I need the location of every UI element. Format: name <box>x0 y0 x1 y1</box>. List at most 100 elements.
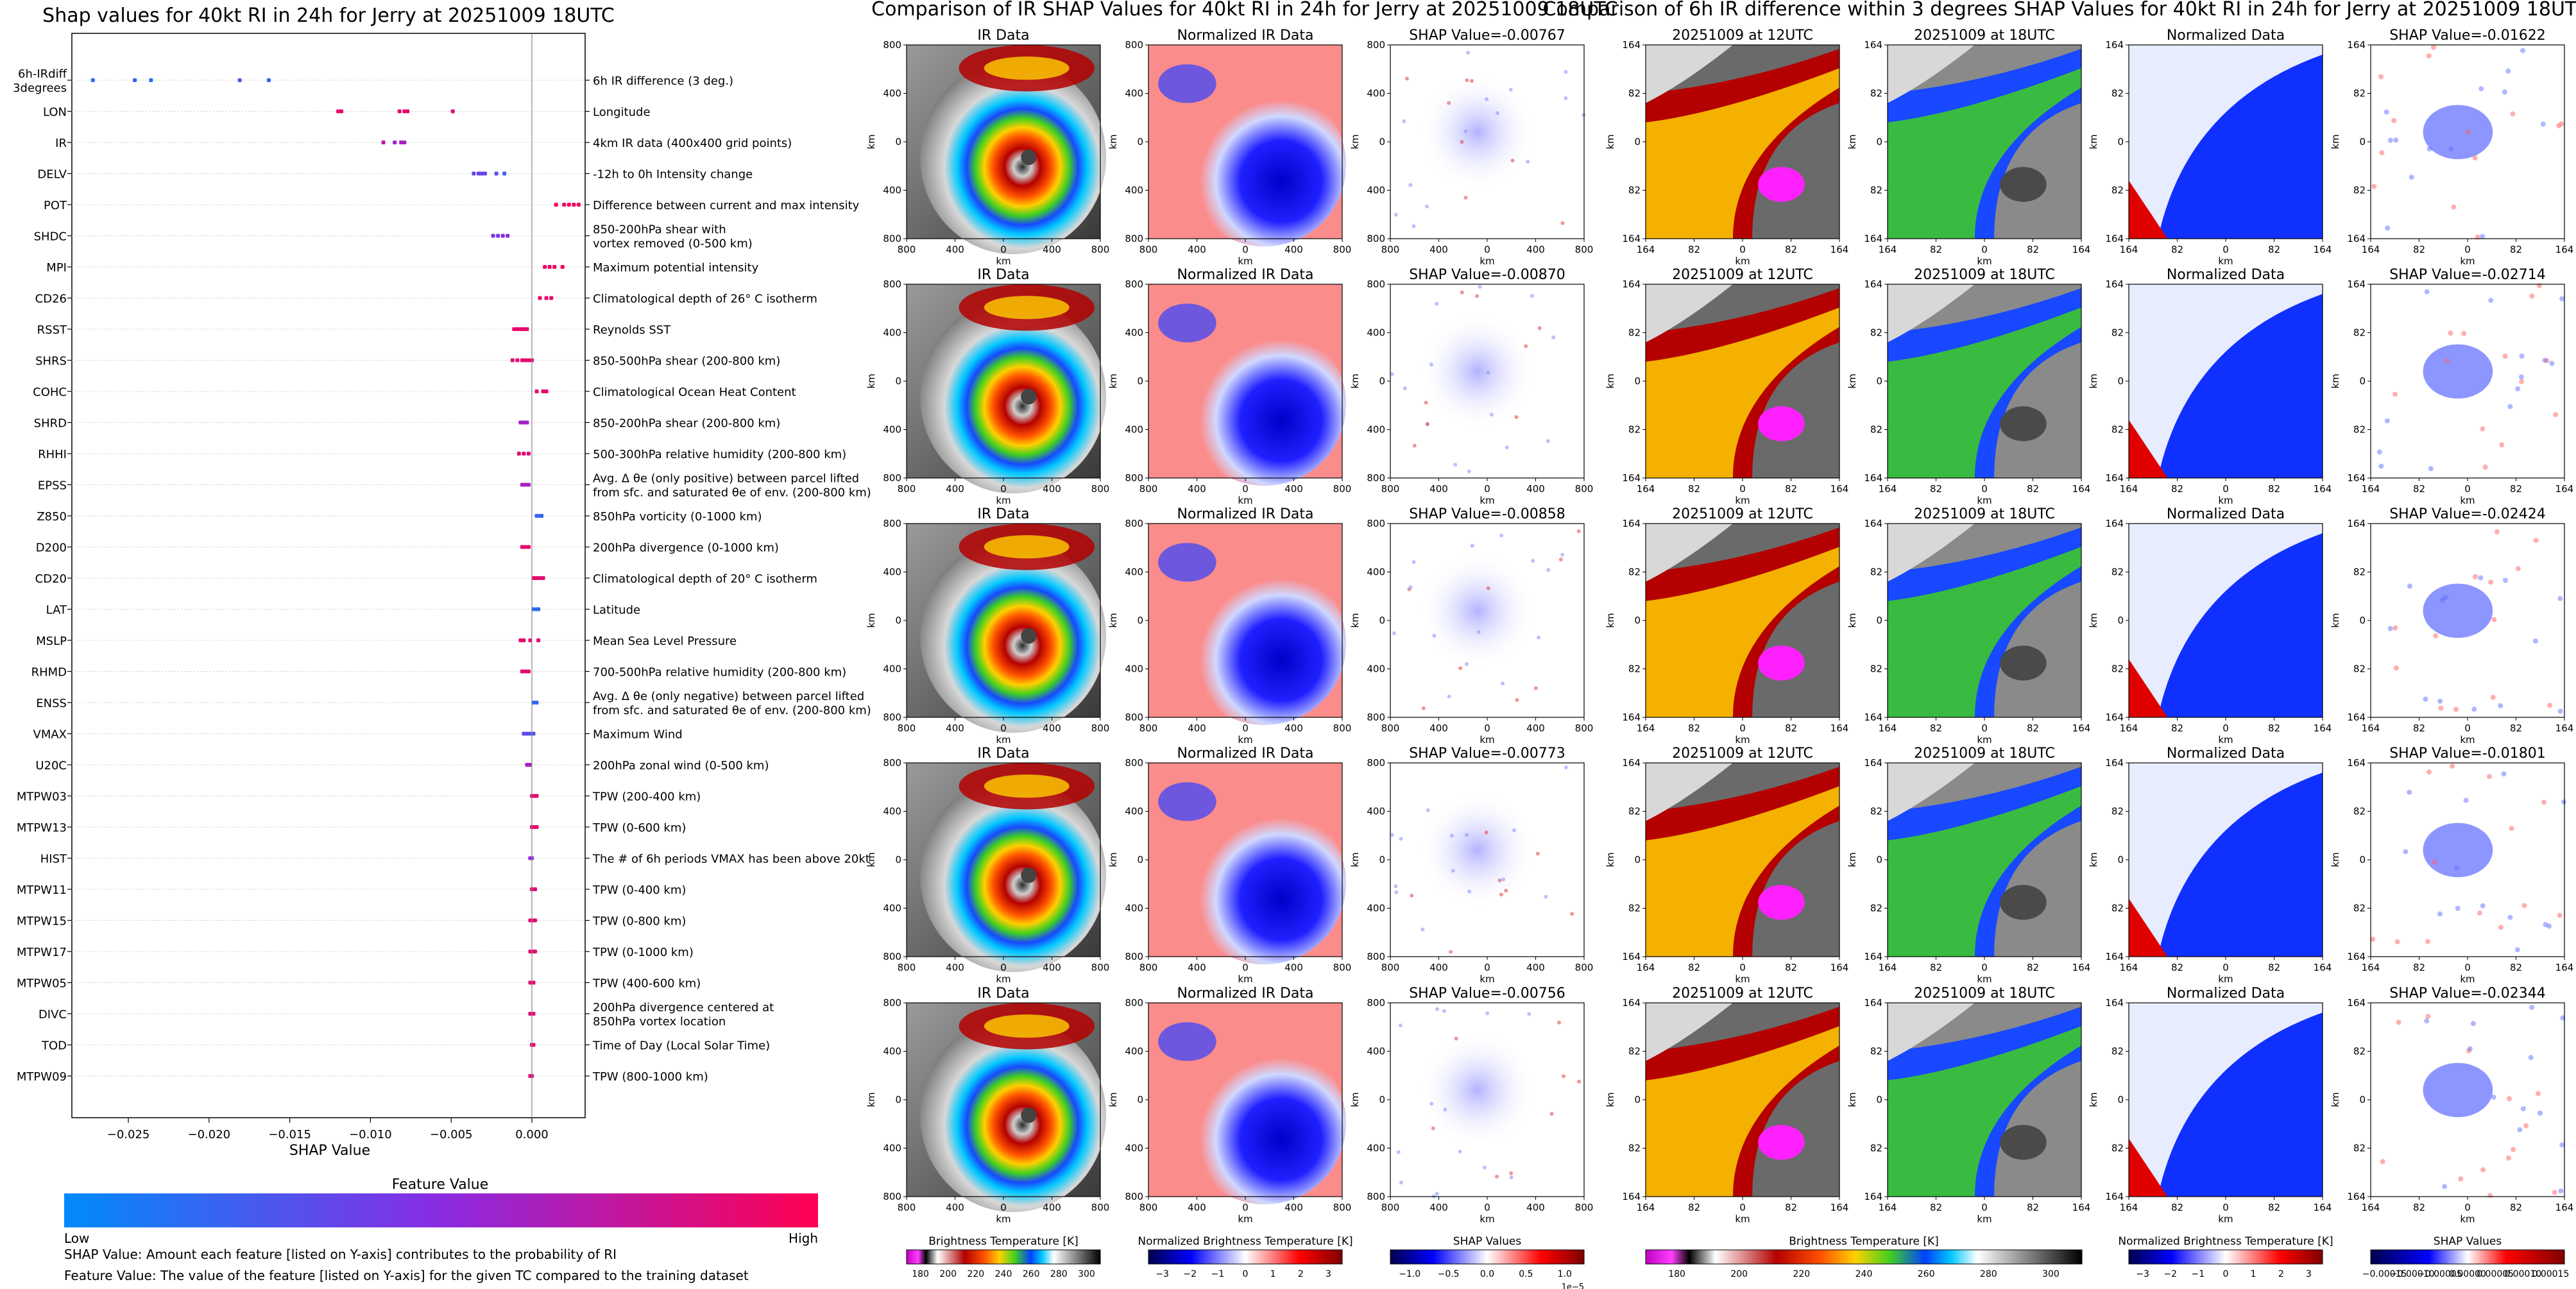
xtick-label: 800 <box>1091 962 1110 973</box>
diff-clear-sky <box>1888 1003 1975 1061</box>
shap-speckle <box>1570 912 1574 916</box>
subplot-xlabel: km <box>1735 255 1750 267</box>
storm-eye <box>1021 867 1037 884</box>
colorbar-tick-label: 180 <box>912 1269 929 1279</box>
ytick-label: 164 <box>1622 1191 1641 1202</box>
shap-speckle <box>1544 894 1548 899</box>
subplot-xlabel: km <box>1480 973 1494 985</box>
diff-clear-sky <box>1888 284 1975 343</box>
subplot-xlabel: km <box>996 973 1011 985</box>
colorbar-tick-label: 280 <box>1050 1269 1068 1279</box>
feature-description-label: vortex removed (0-500 km) <box>593 237 753 251</box>
subplot-title: IR Data <box>977 28 1029 44</box>
subplot-ylabel: km <box>2088 613 2099 627</box>
cloud-band-core <box>984 774 1070 798</box>
subplot-ylabel: km <box>1847 1092 1858 1107</box>
shap-speckle <box>1394 890 1399 894</box>
ytick-label: 164 <box>1864 472 1882 484</box>
diff-overshooting-top <box>2000 645 2047 681</box>
xtick-label: 0 <box>1739 962 1746 973</box>
shap-point <box>491 234 495 238</box>
shap-speckle <box>1560 552 1565 557</box>
xtick-label: 0 <box>1484 244 1490 255</box>
shap-speckle <box>1420 927 1425 932</box>
colorbar-tick-label: 220 <box>1793 1269 1810 1279</box>
xtick-label: 164 <box>2314 483 2332 495</box>
subplot-xlabel: km <box>996 495 1011 506</box>
diff-shap-speckle <box>2426 53 2432 59</box>
xtick-label: 164 <box>1637 244 1655 255</box>
xtick-label: 164 <box>2072 483 2091 495</box>
ytick-label: 0 <box>1876 1094 1882 1105</box>
colorbar-tick-label: 200 <box>1730 1269 1748 1279</box>
ytick-label: 164 <box>1622 712 1641 723</box>
xtick-label: 82 <box>2268 244 2280 255</box>
shap-speckle <box>1399 1180 1403 1184</box>
feature-code-label: DIVC <box>38 1008 67 1021</box>
diff-cloud-inner <box>1888 1026 2081 1197</box>
colorbar-tick-label: −1 <box>1211 1269 1225 1279</box>
ytick-label: 800 <box>1367 39 1385 51</box>
shap-point <box>479 171 484 176</box>
ytick-label: 82 <box>1870 903 1882 914</box>
diff-cloud-inner <box>1646 307 1839 478</box>
xtick-label: 164 <box>1830 244 1849 255</box>
feature-description-label: Time of Day (Local Solar Time) <box>592 1039 770 1053</box>
diff-shap-core <box>2423 1063 2493 1118</box>
subplot-ylabel: km <box>2330 134 2341 149</box>
xtick-label: 82 <box>2171 1202 2183 1213</box>
feature-description-label: 850hPa vorticity (0-1000 km) <box>593 510 762 524</box>
xtick-label: 164 <box>2072 1202 2091 1213</box>
ytick-label: 164 <box>1864 518 1882 529</box>
subplot-xlabel: km <box>1238 973 1252 985</box>
shap-speckle <box>1435 1191 1439 1196</box>
ytick-label: 164 <box>1622 278 1641 290</box>
ytick-label: 164 <box>1864 1191 1882 1202</box>
feature-code-label: MTPW05 <box>17 977 67 991</box>
feature-code-label: U20C <box>35 759 67 773</box>
ytick-label: 400 <box>1367 663 1385 675</box>
diff-shap-speckle <box>2515 386 2521 391</box>
xtick-label: 0 <box>1242 244 1249 255</box>
shap-point <box>520 482 524 487</box>
xtick-label: 164 <box>1830 722 1849 734</box>
xtick-label: 400 <box>1429 244 1448 255</box>
ytick-label: 400 <box>1367 327 1385 339</box>
ytick-label: 0 <box>895 136 901 148</box>
shap-speckle <box>1501 877 1506 882</box>
xtick-label: 164 <box>2314 962 2332 973</box>
shap-speckle <box>1526 160 1530 164</box>
feature-description-label: Climatological Ocean Heat Content <box>593 386 796 399</box>
diff-shap-speckle <box>2519 379 2525 384</box>
xtick-label: 400 <box>946 483 964 495</box>
diff-shap-speckle <box>2433 633 2439 638</box>
diff-shap-speckle <box>2557 708 2563 714</box>
shap-speckle <box>1398 1023 1403 1028</box>
xtick-label: 0 <box>2464 962 2471 973</box>
xtick-label: 164 <box>1879 962 1897 973</box>
ytick-label: 800 <box>1125 472 1143 484</box>
diff-shap-speckle <box>2424 1018 2430 1024</box>
ytick-label: 400 <box>1125 327 1143 339</box>
ytick-label: 164 <box>2105 472 2124 484</box>
xtick-label: 82 <box>1688 244 1700 255</box>
shap-speckle <box>1533 686 1538 690</box>
feature-description-label: Reynolds SST <box>593 323 671 337</box>
feature-code-label: 6h-IRdiff <box>18 67 67 81</box>
xtick-label: 400 <box>1526 483 1545 495</box>
diff-shap-speckle <box>2520 1105 2526 1111</box>
xtick-label: −0.020 <box>188 1128 231 1141</box>
diff-shap-speckle <box>2507 914 2513 920</box>
colorbar-tick-label: −1 <box>2192 1269 2205 1279</box>
shap-speckle <box>1557 1020 1562 1025</box>
shap-speckle <box>1451 869 1455 873</box>
xtick-label: 164 <box>2120 244 2138 255</box>
ytick-label: 82 <box>1628 567 1641 578</box>
colorbar-tick-label: 2 <box>1298 1269 1304 1279</box>
xtick-label: 400 <box>946 962 964 973</box>
shap-point <box>525 327 529 331</box>
xtick-label: 0 <box>1242 962 1249 973</box>
diff-shap-speckle <box>2498 703 2503 708</box>
subplot-xlabel: km <box>996 1213 1011 1225</box>
xtick-label: 400 <box>1043 1202 1061 1213</box>
